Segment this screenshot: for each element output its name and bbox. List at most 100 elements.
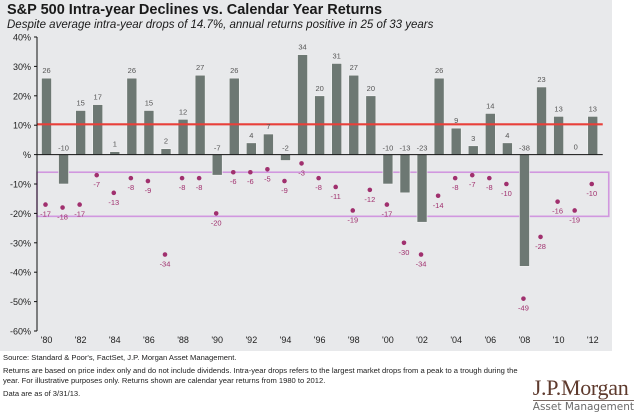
decline-label-2010: -16: [552, 207, 563, 216]
decline-label-1985: -8: [128, 183, 135, 192]
return-bar-2008: [519, 154, 530, 267]
return-bar-2009: [536, 86, 547, 155]
return-bar-1989: [194, 74, 206, 155]
decline-point-2010: [555, 199, 560, 204]
decline-label-2007: -10: [501, 189, 512, 198]
y-tick-label: 30%: [13, 62, 31, 72]
decline-label-1999: -12: [364, 195, 375, 204]
return-label-1980: 26: [42, 66, 50, 75]
source-note: Source: Standard & Poor's, FactSet, J.P.…: [3, 353, 237, 362]
return-bar-2012: [587, 116, 599, 155]
y-tick-label: 20%: [13, 91, 31, 101]
return-label-1988: 12: [179, 107, 187, 116]
return-label-1997: 31: [333, 51, 341, 60]
decline-label-1997: -11: [331, 192, 341, 201]
decline-label-1992: -6: [247, 177, 254, 186]
return-label-2004: 9: [454, 116, 458, 125]
decline-label-1986: -9: [145, 186, 152, 195]
return-label-2003: 26: [435, 66, 443, 75]
return-label-2005: 3: [471, 134, 475, 143]
return-bar-1980: [41, 77, 52, 155]
return-label-1985: 26: [128, 66, 136, 75]
return-label-1998: 27: [350, 63, 358, 72]
decline-point-2000: [384, 202, 390, 207]
return-label-1986: 15: [145, 99, 153, 108]
return-label-2001: -13: [400, 144, 411, 153]
decline-label-1990: -20: [211, 218, 222, 227]
x-tick-label: '12: [587, 335, 599, 345]
decline-label-2000: -17: [381, 210, 392, 219]
decline-label-2011: -19: [569, 215, 580, 224]
decline-point-2012: [589, 181, 595, 187]
decline-label-1993: -5: [264, 174, 271, 183]
decline-point-1982: [77, 202, 82, 207]
return-bar-1983: [92, 104, 104, 155]
return-bar-1994: [280, 154, 291, 161]
x-tick-label: '06: [484, 335, 496, 345]
return-bar-1991: [228, 77, 240, 155]
x-tick-label: '86: [143, 335, 155, 345]
decline-label-1982: -17: [74, 210, 85, 219]
decline-point-1983: [94, 172, 100, 178]
chart-title: S&P 500 Intra-year Declines vs. Calendar…: [7, 2, 383, 18]
decline-label-2003: -14: [433, 201, 444, 210]
x-tick-label: '98: [348, 335, 360, 345]
return-bar-2010: [553, 116, 564, 155]
return-label-1992: 4: [249, 131, 253, 140]
decline-point-2008: [521, 296, 526, 301]
decline-label-1981: -18: [57, 213, 68, 222]
x-tick-label: '90: [211, 335, 223, 345]
decline-point-2011: [572, 208, 577, 213]
decline-point-1984: [111, 190, 117, 196]
methodology-note: Returns are based on price index only an…: [3, 366, 518, 385]
return-label-1982: 15: [76, 99, 84, 108]
return-bar-2004: [450, 127, 462, 155]
decline-label-1988: -8: [179, 183, 186, 192]
return-bar-1987: [160, 148, 172, 155]
logo-subtitle: Asset Management: [532, 401, 634, 413]
return-bar-2006: [485, 113, 496, 155]
decline-label-1994: -9: [281, 186, 288, 195]
decline-label-1991: -6: [230, 177, 237, 186]
decline-point-1997: [333, 184, 338, 190]
return-label-1987: 2: [164, 137, 168, 146]
decline-label-1996: -8: [315, 183, 322, 192]
decline-point-1981: [60, 205, 65, 210]
return-label-1993: 7: [266, 122, 270, 131]
return-bar-2003: [433, 77, 445, 155]
decline-label-1983: -7: [93, 180, 100, 189]
x-tick-label: '10: [553, 335, 565, 345]
return-label-1994: -2: [282, 144, 289, 153]
decline-label-1998: -19: [347, 215, 358, 224]
decline-point-1996: [316, 175, 321, 181]
return-label-2006: 14: [486, 101, 494, 110]
decline-label-1980: -17: [40, 210, 51, 219]
decline-label-1989: -8: [196, 183, 203, 192]
decline-point-1993: [265, 167, 270, 172]
decline-point-2001: [401, 240, 407, 246]
decline-point-2002: [418, 252, 424, 257]
decline-point-2004: [452, 175, 458, 181]
return-bar-1982: [75, 110, 86, 155]
decline-label-2002: -34: [416, 260, 427, 269]
return-label-2011: 0: [574, 143, 578, 152]
return-label-1990: -7: [214, 144, 221, 153]
return-label-1981: -10: [58, 144, 69, 153]
decline-point-1989: [196, 175, 202, 181]
decline-point-1987: [162, 252, 168, 257]
decline-label-2004: -8: [452, 183, 459, 192]
x-tick-label: '82: [75, 335, 87, 345]
x-tick-label: '04: [450, 335, 462, 345]
return-label-2010: 13: [554, 104, 562, 113]
decline-label-1995: -3: [298, 168, 305, 177]
decline-point-2003: [435, 193, 441, 199]
return-bar-1992: [246, 142, 257, 155]
jpmorgan-logo: J.P.Morgan Asset Management: [532, 377, 634, 414]
decline-point-2007: [504, 181, 509, 187]
x-tick-label: '02: [416, 335, 428, 345]
return-label-2002: -23: [417, 144, 428, 153]
decline-point-1991: [230, 169, 236, 175]
decline-label-2009: -28: [535, 242, 546, 251]
return-label-2008: -38: [519, 144, 530, 153]
return-bar-1998: [348, 74, 360, 155]
